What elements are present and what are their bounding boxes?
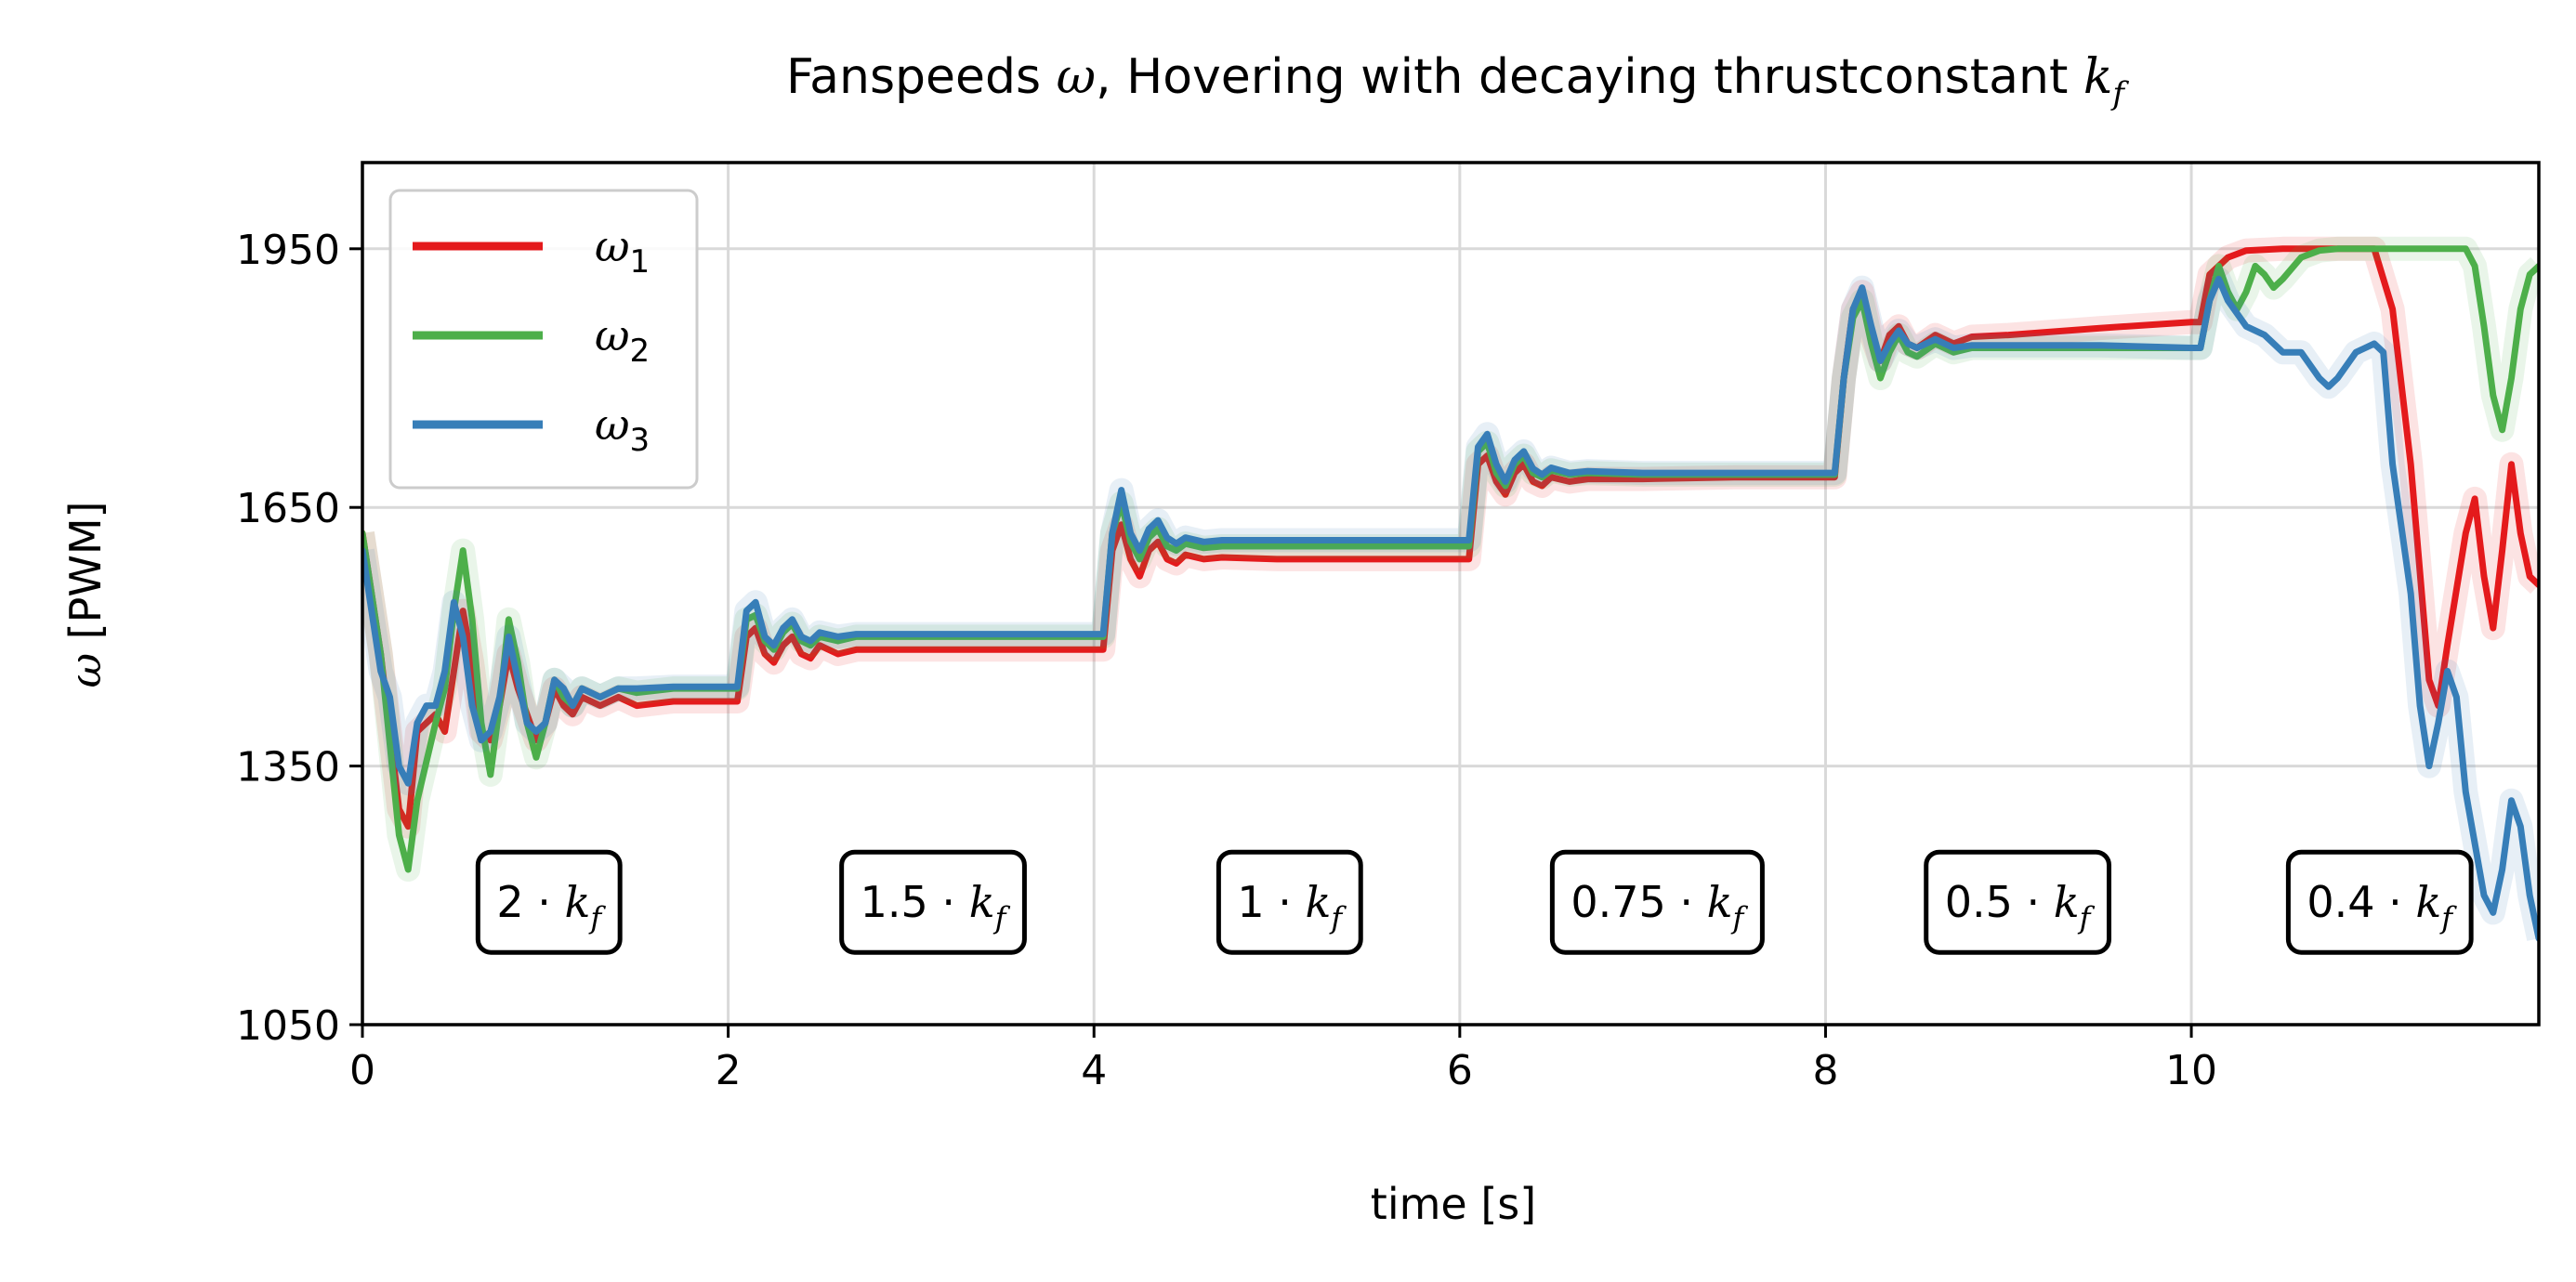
- title-k: k: [2083, 49, 2113, 105]
- series-layer: [362, 236, 2539, 942]
- axes-frame: [361, 161, 2541, 1027]
- title-k-sub: f: [2109, 75, 2129, 112]
- kf-annotation: 0.75 · kf: [1549, 849, 1765, 955]
- kf-annotation: 1.5 · kf: [839, 849, 1027, 955]
- kf-coef: 0.75 ·: [1571, 877, 1706, 927]
- kf-annotation-text: 0.5 · kf: [1945, 877, 2096, 935]
- kf-k: k: [1707, 877, 1733, 927]
- kf-k: k: [1306, 877, 1332, 927]
- kf-annotation-box: [475, 849, 623, 955]
- y-tick-label: 1350: [236, 744, 340, 791]
- kf-k: k: [969, 877, 995, 927]
- kf-annotation: 0.5 · kf: [1924, 849, 2111, 955]
- legend-box: [388, 189, 699, 490]
- x-tick-label: 2: [716, 1047, 742, 1094]
- legend-entry: ω1: [413, 221, 650, 281]
- kf-coef: 1 ·: [1237, 877, 1305, 927]
- legend-label: ω3: [595, 399, 650, 459]
- legend-entry: ω3: [413, 399, 650, 459]
- y-axis-label-symbol: ω: [60, 653, 111, 688]
- kf-annotation: 0.4 · kf: [2285, 849, 2474, 955]
- chart-title: Fanspeeds ω, Hovering with decaying thru…: [786, 49, 2129, 112]
- kf-annotation-box: [839, 849, 1027, 955]
- kf-annotation-box: [2285, 849, 2474, 955]
- kf-annotation: 1 · kf: [1216, 849, 1363, 955]
- x-tick-label: 10: [2165, 1047, 2217, 1094]
- grid-layer: [362, 163, 2539, 1025]
- kf-k: k: [2415, 877, 2441, 927]
- kf-coef: 1.5 ·: [861, 877, 969, 927]
- annotation-layer: 2 · kf 1.5 · kf 1 · kf 0.75 · kf 0.5 · kf 0.4…: [475, 849, 2474, 955]
- x-tick-label: 0: [349, 1047, 375, 1094]
- legend: ω1 ω2 ω3: [388, 189, 699, 490]
- y-axis-label-unit: [PWM]: [60, 502, 111, 653]
- kf-k: k: [2054, 877, 2080, 927]
- kf-annotation-text: 1 · kf: [1237, 877, 1347, 935]
- title-prefix: Fanspeeds: [786, 49, 1057, 105]
- kf-annotation-text: 1.5 · kf: [861, 877, 1011, 935]
- legend-label: ω2: [595, 310, 650, 370]
- series-line-3: [362, 275, 2539, 942]
- legend-label: ω1: [595, 221, 650, 281]
- kf-annotation-text: 2 · kf: [496, 877, 606, 935]
- plot-frame: [361, 161, 2541, 1027]
- kf-annotation-text: 0.4 · kf: [2307, 877, 2457, 935]
- kf-coef: 0.5 ·: [1945, 877, 2054, 927]
- kf-annotation-box: [1549, 849, 1765, 955]
- y-tick-label: 1650: [236, 485, 340, 532]
- y-tick-label: 1950: [236, 227, 340, 274]
- y-axis-label: ω [PWM]: [60, 502, 111, 688]
- kf-annotation-box: [1216, 849, 1363, 955]
- x-axis-label: time [s]: [1371, 1179, 1536, 1229]
- x-tick-label: 4: [1081, 1047, 1107, 1094]
- y-tick-label: 1050: [236, 1002, 340, 1050]
- title-mid: , Hovering with decaying thrustconstant: [1096, 49, 2083, 105]
- x-tick-label: 6: [1447, 1047, 1473, 1094]
- kf-annotation-text: 0.75 · kf: [1571, 877, 1748, 935]
- x-tick-label: 8: [1812, 1047, 1838, 1094]
- kf-annotation: 2 · kf: [475, 849, 623, 955]
- kf-coef: 2 ·: [496, 877, 564, 927]
- tick-layer: 0 2 4 6 8 10 1050 1350 1650 1950: [236, 227, 2217, 1094]
- kf-coef: 0.4 ·: [2307, 877, 2415, 927]
- kf-k: k: [564, 877, 590, 927]
- legend-entry: ω2: [413, 310, 650, 370]
- title-omega: ω: [1057, 49, 1096, 105]
- kf-annotation-box: [1924, 849, 2111, 955]
